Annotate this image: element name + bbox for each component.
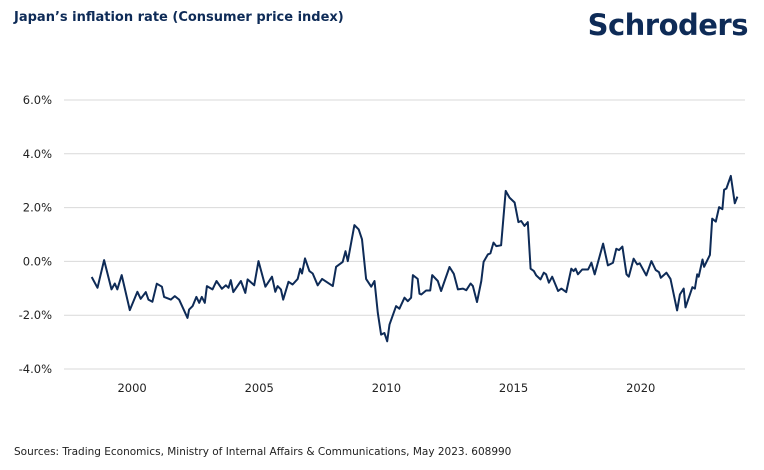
x-tick-label: 2005 <box>245 381 274 395</box>
series-line-inflation <box>90 174 739 343</box>
x-tick-label: 2020 <box>626 381 655 395</box>
y-axis-ticks: 6.0% 4.0% 2.0% 0.0% -2.0% -4.0% <box>19 93 52 376</box>
chart-title: Japan’s inflation rate (Consumer price i… <box>14 10 344 25</box>
x-tick-label: 2015 <box>499 381 528 395</box>
y-tick-label: 4.0% <box>23 147 52 161</box>
y-tick-label: -4.0% <box>19 362 52 376</box>
x-tick-label: 2010 <box>372 381 401 395</box>
series-group <box>90 174 739 343</box>
y-tick-label: 0.0% <box>23 254 52 268</box>
gridlines <box>64 99 745 370</box>
schroders-logo: Schroders <box>587 8 749 42</box>
y-tick-label: 2.0% <box>23 201 52 215</box>
source-note: Sources: Trading Economics, Ministry of … <box>14 446 512 458</box>
x-tick-label: 2000 <box>117 381 146 395</box>
y-tick-label: -2.0% <box>19 308 52 322</box>
x-axis-ticks: 2000 2005 2010 2015 2020 <box>117 381 655 395</box>
y-tick-label: 6.0% <box>23 93 52 107</box>
